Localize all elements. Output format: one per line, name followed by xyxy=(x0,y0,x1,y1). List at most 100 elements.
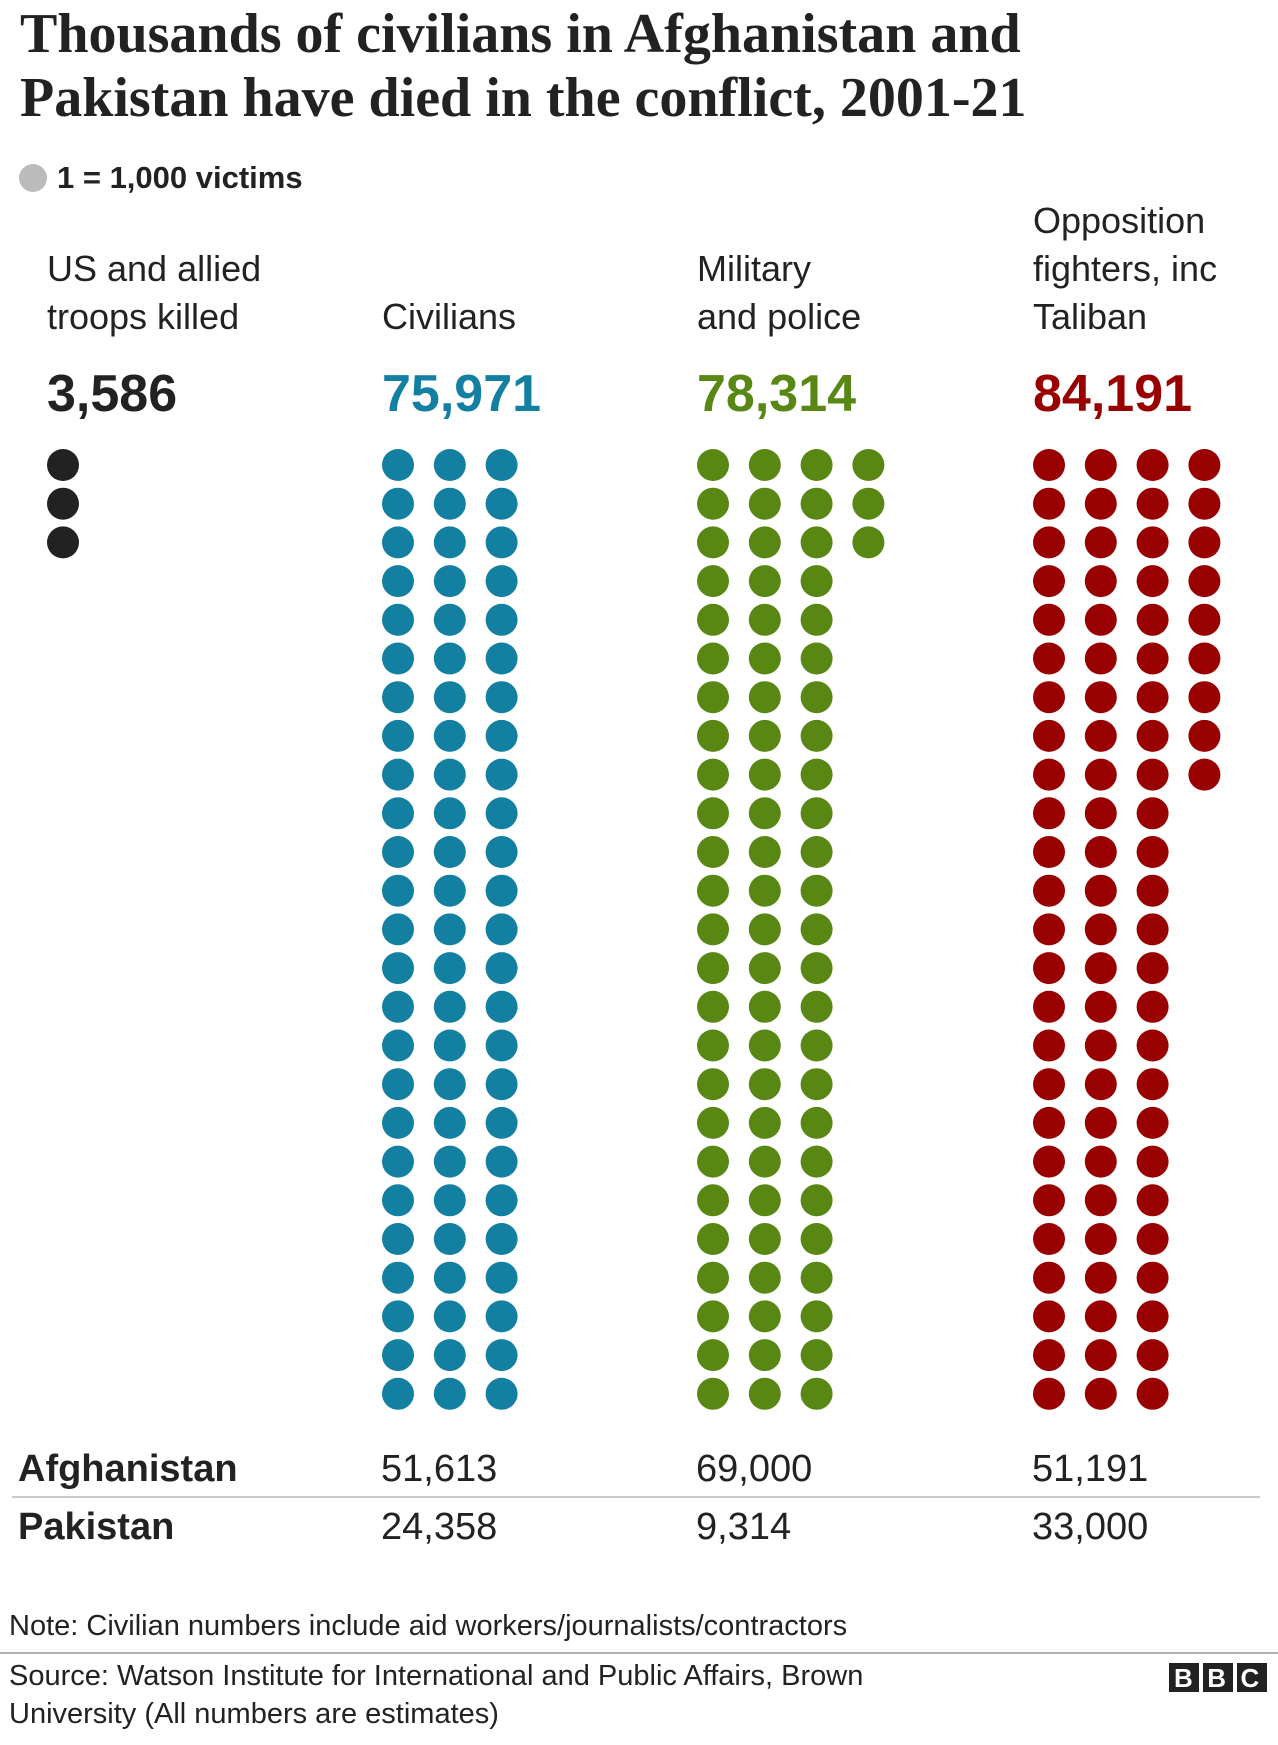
dot xyxy=(47,487,79,520)
dot xyxy=(485,1300,518,1333)
dot xyxy=(1084,990,1117,1023)
dot xyxy=(748,836,781,868)
dot xyxy=(433,603,466,636)
dot xyxy=(748,449,781,481)
dot xyxy=(1084,1339,1117,1372)
dot xyxy=(1033,1029,1065,1062)
legend-label: 1 = 1,000 victims xyxy=(57,160,303,195)
dot xyxy=(433,1339,466,1372)
dot xyxy=(433,642,466,675)
dot xyxy=(800,1068,833,1101)
dot xyxy=(1084,449,1117,481)
logo-block xyxy=(1237,1663,1267,1692)
dot xyxy=(433,990,466,1023)
category-label: Civilians xyxy=(382,296,517,337)
dot xyxy=(800,874,833,907)
category-label: Taliban xyxy=(1033,296,1148,337)
dot xyxy=(1033,642,1065,675)
dot xyxy=(382,758,414,791)
dot xyxy=(1033,1068,1065,1101)
dot xyxy=(1033,874,1065,907)
dot xyxy=(1084,603,1117,636)
dot xyxy=(1136,681,1169,714)
dot xyxy=(748,603,781,636)
dot xyxy=(1136,449,1169,481)
dot xyxy=(1084,642,1117,675)
dot xyxy=(1084,874,1117,907)
dot xyxy=(382,1377,414,1410)
table-cell: 51,613 xyxy=(381,1448,498,1490)
dot xyxy=(1136,1145,1169,1178)
category-label: and police xyxy=(697,296,862,337)
dot xyxy=(1033,681,1065,714)
dot xyxy=(485,1145,518,1178)
dot xyxy=(485,1106,518,1139)
dot xyxy=(485,836,518,868)
dot xyxy=(382,990,414,1023)
dot xyxy=(852,449,885,481)
dot xyxy=(1033,1339,1065,1372)
dot xyxy=(800,603,833,636)
dot xyxy=(485,526,518,559)
note: Note: Civilian numbers include aid worke… xyxy=(9,1610,848,1642)
dot xyxy=(1033,1223,1065,1255)
dot xyxy=(697,1068,729,1101)
dot xyxy=(697,1029,729,1062)
dot xyxy=(1136,487,1169,520)
dot xyxy=(1136,990,1169,1023)
dot xyxy=(382,603,414,636)
dot xyxy=(433,1145,466,1178)
dot xyxy=(1188,487,1221,520)
dot xyxy=(1084,526,1117,559)
dot xyxy=(1033,1377,1065,1410)
category-label: US and allied xyxy=(47,248,262,289)
dot xyxy=(382,1223,414,1255)
dot xyxy=(1033,836,1065,868)
dot xyxy=(748,1068,781,1101)
dot xyxy=(433,1029,466,1062)
dot xyxy=(485,603,518,636)
dot xyxy=(800,1145,833,1178)
dot xyxy=(697,1145,729,1178)
dot xyxy=(697,1223,729,1255)
dot xyxy=(697,758,729,791)
category-label: troops killed xyxy=(47,296,240,337)
dot xyxy=(382,719,414,752)
table-cell: 9,314 xyxy=(696,1506,792,1548)
dot xyxy=(1033,603,1065,636)
dot xyxy=(1033,487,1065,520)
dot xyxy=(485,874,518,907)
dot xyxy=(800,1029,833,1062)
dot xyxy=(433,836,466,868)
dot xyxy=(1033,797,1065,830)
dot xyxy=(382,952,414,985)
dot xyxy=(485,1184,518,1217)
dot xyxy=(382,681,414,714)
dot xyxy=(382,1184,414,1217)
total-label: 3,586 xyxy=(47,365,178,423)
dot xyxy=(800,1184,833,1217)
dot xyxy=(748,1029,781,1062)
dot xyxy=(1033,1145,1065,1178)
dot xyxy=(697,1377,729,1410)
dot xyxy=(1084,1300,1117,1333)
row-label: Afghanistan xyxy=(18,1448,238,1490)
dot xyxy=(1188,681,1221,714)
dot xyxy=(433,913,466,946)
dot xyxy=(1033,1300,1065,1333)
dot xyxy=(1084,1223,1117,1255)
dot xyxy=(485,565,518,598)
dot xyxy=(1188,526,1221,559)
dot xyxy=(800,1377,833,1410)
dot xyxy=(382,836,414,868)
dot xyxy=(697,1261,729,1294)
dot xyxy=(1033,565,1065,598)
dot xyxy=(433,526,466,559)
dot xyxy=(433,1068,466,1101)
dot xyxy=(697,874,729,907)
dot xyxy=(382,449,414,481)
dot xyxy=(800,1261,833,1294)
logo-block xyxy=(1169,1663,1199,1692)
